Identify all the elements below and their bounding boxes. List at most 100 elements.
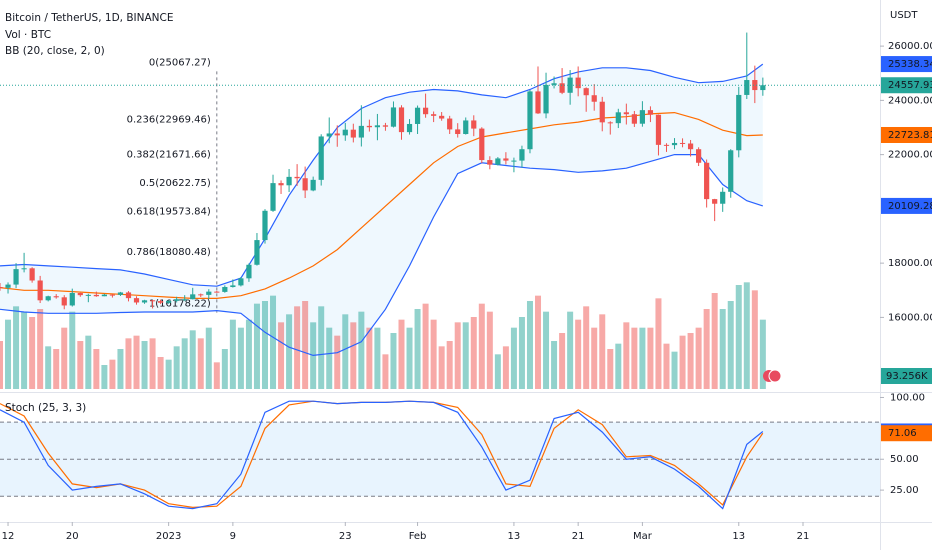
fib-label: 1(16178.22) [149,299,211,310]
fib-label: 0.236(22969.46) [127,114,211,125]
price-pane: 0(25067.27) 0.236(22969.46) 0.382(21671.66… [0,32,880,389]
candle-body [286,176,292,186]
fib-label: 0.382(21671.66) [127,150,211,161]
volume-bar [494,354,501,389]
candle-body [503,158,509,161]
volume-bar [703,309,710,389]
volume-bar [615,343,622,389]
volume-bar [743,282,750,389]
volume-bar [117,349,124,389]
candle-body [262,210,268,241]
candle-body [447,118,453,130]
volume-bar [133,335,140,389]
volume-bar [318,306,325,389]
bb-title: BB (20, close, 2, 0) [5,45,105,57]
candle-body [631,114,637,124]
candle-body [69,292,75,306]
candle-body [310,179,316,191]
x-tick-label: 2023 [156,531,181,542]
volume-bar [261,301,268,389]
candle-body [455,129,461,135]
candle-body [663,144,670,146]
x-tick-label: 13 [732,531,745,542]
candle-body [583,88,589,96]
candle-body [535,91,541,114]
volume-badge-label: 93.256K [886,371,928,382]
candle-body [639,110,645,124]
volume-bar [647,327,654,389]
volume-bar [270,295,277,389]
candle-body [190,294,196,300]
volume-bar [181,338,188,389]
candle-body [222,287,228,292]
candle-body [712,199,718,204]
axes: 16000.00 18000.00 22000.00 24000.00 26000.00… [2,41,932,542]
volume-bar [189,330,196,389]
volume-bar [286,314,293,389]
candle-body [527,91,533,150]
volume-bar [526,301,533,389]
volume-bar [334,335,341,389]
volume-bar [5,319,12,389]
candle-body [623,112,629,115]
candle-body [615,112,621,124]
volume-bar [366,327,373,389]
candle-body [511,160,517,162]
candle-body [246,264,252,279]
candle-body [591,95,597,102]
price-badge-label: 25338.34 [888,59,932,70]
candle-body [37,280,43,301]
volume-bar [237,327,244,389]
volume-bar [695,327,702,389]
candle-body [487,160,493,165]
volume-bar [165,359,172,389]
volume-bar [61,327,68,389]
x-tick-label: 13 [508,531,521,542]
candle-body [728,150,734,192]
candle-body [543,84,549,114]
volume-bar [575,319,582,389]
x-tick-label: 12 [2,531,15,542]
candle-body [302,178,308,191]
candle-body [254,240,260,265]
candle-body [53,296,59,298]
volume-bar [101,365,108,389]
volume-bar [623,322,630,389]
volume-bar [382,354,389,389]
candle-body [655,114,662,145]
volume-bar [342,314,349,389]
candle-body [647,110,654,115]
volume-bar [631,327,638,389]
candle-body [671,142,678,146]
candle-body [744,80,750,95]
candle-body [334,133,340,136]
candle-body [174,299,180,301]
bb-upper [0,63,764,287]
volume-bar [0,341,3,389]
candle-body [214,291,220,293]
volume-bar [454,322,461,389]
volume-bar [735,285,742,389]
candle-body [519,149,525,161]
volume-bar [53,349,60,389]
price-badge [881,197,932,214]
candle-body [230,285,236,288]
volume-bar [510,327,517,389]
candle-body [117,292,124,295]
volume-bar [422,303,429,389]
volume-bar [751,290,758,389]
y-tick-label: 24000.00 [888,95,932,106]
volume-bar [687,333,694,389]
volume-bar [197,338,204,389]
x-tick-label: 23 [339,531,352,542]
candle-body [551,83,557,85]
candle-body [77,292,83,296]
volume-bar [607,349,614,389]
x-tick-label: Mar [633,531,653,542]
candle-body [704,162,710,200]
candle-body [431,114,437,116]
volume-bar [655,298,662,389]
candle-body [158,301,164,303]
volume-bar [45,346,52,389]
candle-body [238,278,244,286]
